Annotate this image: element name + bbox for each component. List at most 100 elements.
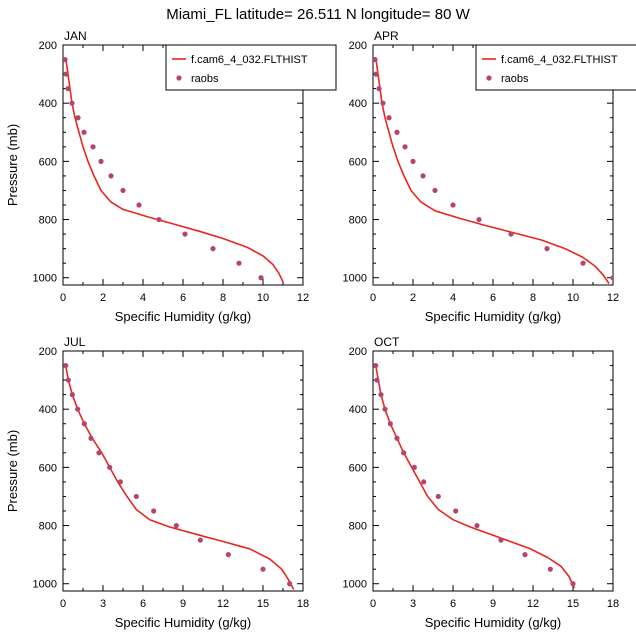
x-tick-label: 12 [607, 292, 619, 304]
legend-obs-label: raobs [191, 73, 219, 85]
raobs-point [402, 144, 408, 150]
y-axis-label: Pressure (mb) [5, 430, 20, 512]
raobs-point [151, 508, 157, 514]
x-tick-label: 12 [297, 292, 309, 304]
raobs-point [380, 100, 386, 106]
raobs-point [236, 260, 242, 266]
x-tick-label: 12 [527, 598, 539, 610]
x-tick-label: 6 [180, 292, 186, 304]
y-tick-label: 800 [39, 215, 57, 227]
raobs-point [570, 581, 576, 587]
y-tick-label: 600 [39, 462, 57, 474]
x-tick-label: 15 [567, 598, 579, 610]
y-tick-label: 600 [349, 156, 367, 168]
raobs-point [410, 158, 416, 164]
model-profile-line [65, 59, 284, 283]
y-tick-label: 400 [39, 98, 57, 110]
raobs-point [90, 144, 96, 150]
legend-model-label: f.cam6_4_032.FLTHIST [191, 54, 308, 66]
panel-oct: 0 3 6 9 12 15 18 200 400 600 800 1000 OCT Specific Hu… [343, 335, 620, 630]
x-tick-label: 6 [140, 598, 146, 610]
raobs-point [610, 275, 613, 281]
raobs-point [373, 71, 379, 77]
raobs-point [498, 537, 504, 543]
plot-area [63, 56, 284, 283]
plot-area [63, 362, 295, 590]
model-profile-line [64, 365, 295, 590]
y-tick-label: 200 [349, 346, 367, 358]
x-tick-label: 18 [607, 598, 619, 610]
raobs-point [156, 216, 162, 223]
raobs-point [374, 377, 380, 383]
raobs-point [258, 275, 264, 281]
raobs-point [260, 566, 266, 572]
raobs-point [580, 260, 586, 266]
y-tick-label: 400 [39, 404, 57, 416]
legend-box [165, 44, 337, 91]
panel-jul: 0 3 6 9 12 15 18 200 400 600 800 1000 JUL Specific Hu… [5, 335, 309, 630]
x-tick-label: 4 [140, 292, 146, 304]
raobs-point [474, 522, 480, 529]
raobs-point [435, 493, 441, 500]
y-tick-label: 1000 [343, 579, 367, 591]
raobs-point [63, 56, 68, 63]
panel-jan: 0 2 4 6 8 10 12 200 400 600 800 1000 JAN Specific Hum… [5, 29, 337, 324]
panel-label: JUL [64, 335, 86, 349]
raobs-point [287, 581, 293, 587]
x-axis-label: Specific Humidity (g/kg) [425, 309, 562, 324]
x-tick-label: 9 [490, 598, 496, 610]
raobs-point [75, 406, 81, 412]
raobs-point [75, 115, 81, 121]
model-profile-line [374, 365, 576, 589]
raobs-point [394, 129, 400, 135]
raobs-point [65, 86, 71, 92]
legend-dot-swatch [176, 75, 182, 81]
raobs-point [421, 479, 427, 485]
x-tick-label: 8 [530, 292, 536, 304]
raobs-point [173, 522, 179, 529]
plot-frame [62, 350, 304, 592]
raobs-point [373, 362, 379, 369]
raobs-point [386, 115, 392, 121]
raobs-point [65, 377, 71, 383]
raobs-point [508, 231, 514, 237]
raobs-point [120, 187, 126, 194]
x-tick-label: 0 [60, 598, 66, 610]
raobs-point [69, 392, 75, 398]
y-tick-label: 400 [349, 98, 367, 110]
raobs-point [401, 450, 407, 456]
y-tick-label: 400 [349, 404, 367, 416]
raobs-point [81, 129, 87, 135]
raobs-point [547, 566, 553, 572]
x-tick-label: 2 [100, 292, 106, 304]
y-tick-label: 600 [349, 462, 367, 474]
x-tick-label: 0 [60, 292, 66, 304]
panel-label: JAN [64, 29, 87, 43]
raobs-point [69, 100, 75, 106]
raobs-point [376, 86, 382, 92]
plot-area [373, 56, 613, 284]
plot-frame [372, 350, 614, 592]
x-axis-label: Specific Humidity (g/kg) [115, 309, 252, 324]
raobs-point [88, 435, 94, 441]
raobs-point [544, 246, 550, 252]
y-tick-label: 200 [349, 40, 367, 52]
raobs-point [108, 173, 114, 179]
model-profile-line [375, 59, 610, 284]
raobs-point [450, 202, 456, 208]
raobs-point [476, 216, 482, 223]
raobs-point [133, 493, 139, 500]
raobs-point [453, 508, 459, 514]
x-tick-label: 0 [370, 292, 376, 304]
raobs-point [432, 187, 438, 194]
panel-apr: 0 2 4 6 8 10 12 200 400 600 800 1000 APR Specific Hum… [343, 29, 636, 324]
x-axis-label: Specific Humidity (g/kg) [425, 615, 562, 630]
y-tick-label: 800 [349, 521, 367, 533]
raobs-point [81, 421, 87, 427]
x-tick-label: 15 [257, 598, 269, 610]
x-tick-label: 12 [217, 598, 229, 610]
